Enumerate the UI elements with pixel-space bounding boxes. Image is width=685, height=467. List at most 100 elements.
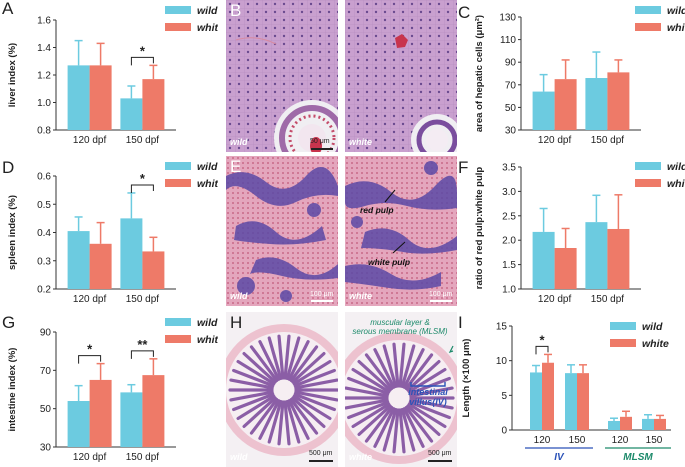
liver-wild-image [226, 0, 338, 152]
panel-letter-I: I [458, 313, 463, 332]
chart-I-villus-length: 0 5 10 15 Length (×100 μm) 120 150 120 150 * IV MLS… [455, 312, 685, 467]
significance-bracket [130, 56, 154, 66]
legend-swatch-wild [610, 322, 636, 330]
villus-fold [283, 334, 291, 380]
villus-fold [267, 336, 283, 381]
villus-fold [382, 344, 398, 389]
y-tick-label: 1.6 [37, 16, 51, 27]
significance-bracket [130, 184, 154, 193]
bar-white [542, 362, 554, 430]
villus-fold [409, 398, 454, 410]
legend-swatch-white [165, 23, 191, 31]
bar-wild [530, 372, 542, 430]
scalebar-E-right [430, 300, 452, 302]
bar-wild [120, 392, 143, 447]
bar-wild [585, 78, 608, 130]
villus-fold [351, 367, 391, 394]
tag-white-H: white [349, 452, 373, 462]
group-label-iv: IV [554, 452, 565, 463]
villus-fold [373, 407, 396, 448]
label-mlsm: muscular layer & serous membrane (MLSM) [344, 318, 456, 336]
villus-fold [277, 400, 285, 446]
tag-white-B: white [349, 137, 373, 147]
bar-white [554, 248, 577, 289]
villus-fold [293, 392, 336, 412]
scalebar-H-right [428, 460, 452, 462]
villus-fold [277, 334, 285, 380]
significance-bracket [78, 355, 102, 364]
significance-bracket [535, 345, 549, 355]
scale-label-E-left: 100 μm [310, 291, 334, 298]
bar-wild [120, 218, 143, 289]
villus-fold [267, 399, 283, 444]
villus-fold [408, 400, 451, 420]
legend-label-white: white [197, 22, 218, 34]
villus-fold [258, 399, 281, 440]
x-tick-label: 150 [569, 435, 586, 446]
tag-white-E: white [349, 291, 373, 301]
y-tick-label: 1.4 [37, 43, 51, 54]
villus-fold [392, 342, 400, 388]
spleen-white-image [345, 156, 457, 306]
chart-A-liver-index: 0.8 1.0 1.2 1.4 1.6 liver index (%) 120 dpf 150… [0, 0, 224, 154]
x-tick-label: 120 dpf [73, 135, 107, 146]
significance-marker: * [140, 43, 146, 58]
intestine-white-image [345, 312, 457, 467]
y-tick-label: 90 [40, 328, 52, 339]
micrograph-B-liver-white: white [345, 0, 457, 152]
villus-fold [229, 378, 274, 390]
y-tick-label: 15 [496, 322, 508, 333]
significance-marker: * [140, 171, 146, 186]
bar-white [142, 79, 165, 130]
y-tick-label: 10 [496, 356, 508, 367]
villus-fold [398, 342, 406, 388]
y-tick-label: 2.5 [502, 211, 516, 222]
micrograph-H-intestine-wild: wild [226, 312, 338, 467]
villus-fold [373, 348, 396, 389]
bar-wild [608, 420, 620, 430]
bar-wild [585, 222, 608, 289]
bar-wild [642, 418, 654, 430]
bar-white [142, 375, 165, 447]
spleen-wild-image [226, 156, 338, 306]
y-tick-label: 0 [501, 426, 507, 437]
villus-fold [406, 360, 441, 392]
villus-fold [242, 396, 277, 428]
legend-swatch-white [165, 179, 191, 187]
bar-white [577, 373, 589, 430]
villus-fold [400, 407, 416, 452]
y-tick-label: 5 [501, 391, 507, 402]
bar-wild [532, 91, 555, 130]
villus-fold [294, 390, 338, 402]
scalebar-E-left [311, 300, 333, 302]
villus-fold [402, 407, 425, 448]
panel-letter-F: F [458, 158, 469, 177]
y-tick-label: 30 [505, 126, 517, 137]
y-axis-label: Length (×100 μm) [461, 339, 472, 418]
label-mlsm-line2: serous membrane (MLSM) [352, 327, 448, 336]
legend-swatch-white [165, 335, 191, 343]
legend-label-wild: wild [642, 321, 663, 333]
bar-white [654, 418, 666, 430]
intestine-wild-image [226, 312, 338, 467]
villus-fold [242, 352, 277, 384]
villus-fold [294, 378, 338, 390]
villus-fold [402, 348, 425, 389]
y-axis-label: liver index (%) [7, 43, 18, 107]
y-tick-label: 0.4 [37, 228, 51, 239]
iv-bracket [410, 345, 454, 387]
y-tick-label: 30 [40, 443, 52, 454]
scalebar-H-left [309, 460, 333, 462]
villus-fold [407, 402, 447, 429]
villus-fold [291, 352, 326, 384]
x-tick-label: 150 dpf [126, 135, 160, 146]
villus-fold [287, 399, 310, 440]
y-axis-label: intestine index (%) [7, 348, 18, 432]
villus-fold [347, 400, 390, 420]
legend-swatch-white [610, 339, 636, 347]
significance-bracket [130, 350, 154, 359]
panel-letter-B: B [230, 1, 242, 20]
legend-swatch-wild [165, 162, 191, 170]
villus-fold [382, 407, 398, 452]
